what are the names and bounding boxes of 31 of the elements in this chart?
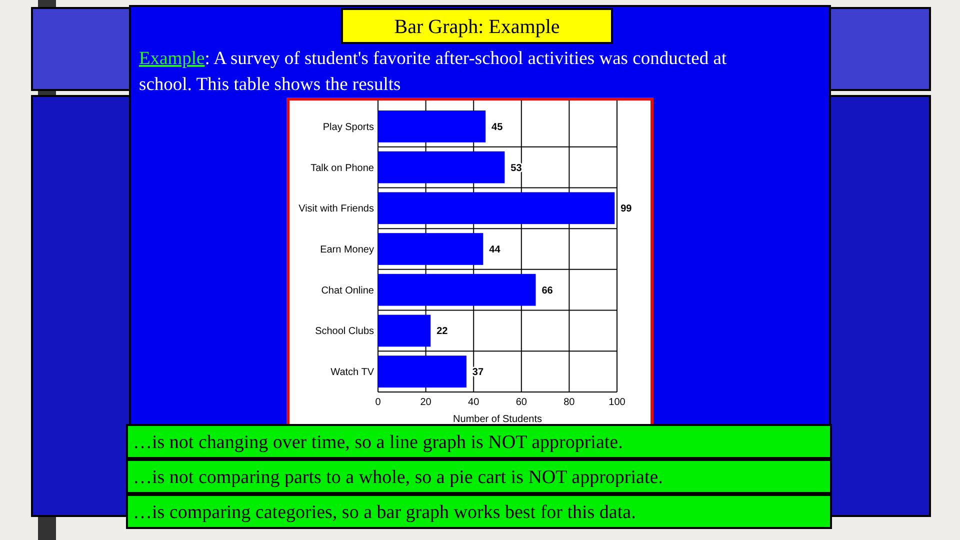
y-tick-label: School Clubs	[315, 326, 374, 338]
x-tick-label: 20	[420, 397, 432, 408]
bar	[378, 233, 484, 265]
bar	[378, 314, 431, 347]
chart-title: Bar Graph: Example	[394, 16, 560, 38]
bar	[378, 274, 536, 306]
x-tick-label: 80	[564, 397, 576, 408]
y-tick-label: Earn Money	[320, 244, 374, 256]
x-tick-label: 0	[375, 397, 382, 408]
bar	[378, 110, 486, 142]
data-label: 22	[436, 326, 448, 338]
bar	[378, 151, 505, 184]
data-label: 44	[489, 244, 501, 256]
text: …is not changing over time, so a line graph is NOT appropriate.	[133, 432, 623, 453]
bar	[378, 192, 615, 224]
data-label: 45	[492, 122, 504, 133]
x-tick-label: 60	[516, 397, 528, 408]
text: …is not comparing parts to a whole, so a pie cart is NOT appropriate.	[133, 467, 663, 488]
x-axis-title: Number of Students	[453, 414, 542, 425]
x-tick-label: 100	[608, 397, 626, 408]
y-tick-label: Watch TV	[330, 367, 374, 378]
text: …is comparing categories, so a bar graph works best for this data.	[133, 502, 636, 523]
chart-subtitle: Example: A survey of student's favorite after-school activities was conducted at school. This table shows the results	[139, 49, 728, 95]
y-tick-label: Talk on Phone	[310, 162, 374, 174]
y-tick-label: Chat Online	[321, 285, 374, 296]
data-label: 66	[542, 285, 554, 296]
y-tick-label: Visit with Friends	[298, 204, 374, 215]
y-tick-label: Play Sports	[322, 122, 374, 133]
x-tick-label: 40	[468, 397, 480, 408]
data-label: 99	[620, 204, 632, 215]
bar	[378, 356, 466, 388]
